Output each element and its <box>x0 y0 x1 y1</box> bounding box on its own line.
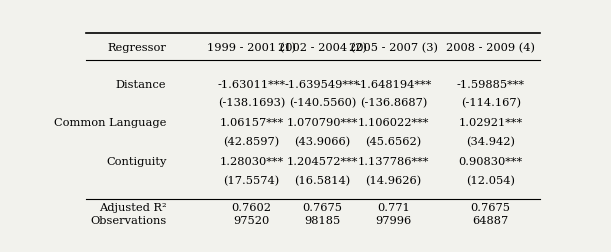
Text: Distance: Distance <box>116 80 166 89</box>
Text: 1.28030***: 1.28030*** <box>219 157 284 167</box>
Text: -1.59885***: -1.59885*** <box>456 80 525 89</box>
Text: -1.63011***: -1.63011*** <box>218 80 285 89</box>
Text: 1.106022***: 1.106022*** <box>358 118 430 128</box>
Text: Common Language: Common Language <box>54 118 166 128</box>
Text: (-136.8687): (-136.8687) <box>360 98 427 108</box>
Text: 97996: 97996 <box>376 216 412 226</box>
Text: 0.7602: 0.7602 <box>232 203 271 213</box>
Text: 1999 - 2001 (1): 1999 - 2001 (1) <box>207 43 296 53</box>
Text: (43.9066): (43.9066) <box>295 137 351 147</box>
Text: 64887: 64887 <box>472 216 509 226</box>
Text: (42.8597): (42.8597) <box>224 137 280 147</box>
Text: (-114.167): (-114.167) <box>461 98 521 108</box>
Text: 1.137786***: 1.137786*** <box>358 157 430 167</box>
Text: (-138.1693): (-138.1693) <box>218 98 285 108</box>
Text: 2005 - 2007 (3): 2005 - 2007 (3) <box>349 43 438 53</box>
Text: 0.7675: 0.7675 <box>302 203 343 213</box>
Text: 2008 - 2009 (4): 2008 - 2009 (4) <box>446 43 535 53</box>
Text: (34.942): (34.942) <box>466 137 515 147</box>
Text: 0.7675: 0.7675 <box>470 203 511 213</box>
Text: 1.070790***: 1.070790*** <box>287 118 358 128</box>
Text: 1.204572***: 1.204572*** <box>287 157 358 167</box>
Text: -1.648194***: -1.648194*** <box>356 80 431 89</box>
Text: 0.771: 0.771 <box>377 203 410 213</box>
Text: Contiguity: Contiguity <box>106 157 166 167</box>
Text: 1.02921***: 1.02921*** <box>459 118 523 128</box>
Text: -1.639549***: -1.639549*** <box>285 80 360 89</box>
Text: 2002 - 2004 (2): 2002 - 2004 (2) <box>278 43 367 53</box>
Text: Regressor: Regressor <box>108 43 166 53</box>
Text: (-140.5560): (-140.5560) <box>289 98 356 108</box>
Text: 97520: 97520 <box>233 216 269 226</box>
Text: 1.06157***: 1.06157*** <box>219 118 284 128</box>
Text: (16.5814): (16.5814) <box>295 175 351 186</box>
Text: (12.054): (12.054) <box>466 175 515 186</box>
Text: (45.6562): (45.6562) <box>365 137 422 147</box>
Text: Adjusted R²: Adjusted R² <box>99 203 166 213</box>
Text: 0.90830***: 0.90830*** <box>459 157 523 167</box>
Text: Observations: Observations <box>90 216 166 226</box>
Text: 98185: 98185 <box>304 216 341 226</box>
Text: (14.9626): (14.9626) <box>365 175 422 186</box>
Text: (17.5574): (17.5574) <box>224 175 280 186</box>
